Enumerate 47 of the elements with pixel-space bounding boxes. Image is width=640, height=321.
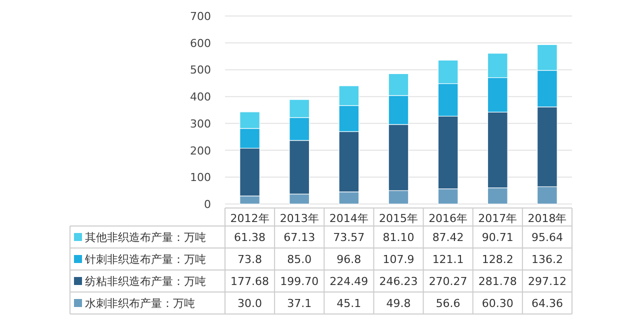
data-label: 73.57 — [333, 231, 365, 244]
y-tick-label: 700 — [190, 10, 211, 23]
data-label: 199.70 — [280, 275, 319, 288]
legend-label: 针刺非织造布产量：万吨 — [84, 253, 206, 266]
y-tick-label: 0 — [204, 198, 211, 211]
data-label: 67.13 — [284, 231, 316, 244]
data-label: 297.12 — [528, 275, 566, 288]
legend-label: 其他非织造布产量：万吨 — [85, 231, 206, 244]
x-tick-label: 2013年 — [280, 212, 319, 225]
data-label: 270.27 — [428, 275, 468, 288]
data-label: 107.9 — [382, 253, 414, 266]
data-label: 81.10 — [382, 231, 414, 244]
data-label: 61.38 — [234, 231, 266, 244]
data-label: 128.2 — [482, 253, 514, 266]
data-label: 281.78 — [478, 275, 517, 288]
x-tick-label: 2017年 — [478, 212, 518, 225]
data-label: 64.36 — [531, 297, 563, 310]
data-label: 56.6 — [436, 297, 460, 310]
data-label: 95.64 — [531, 231, 563, 244]
data-label: 246.23 — [379, 275, 418, 288]
data-label: 37.1 — [287, 297, 312, 310]
y-tick-label: 600 — [190, 36, 211, 50]
data-label: 30.0 — [238, 297, 262, 310]
x-tick-label: 2018年 — [528, 212, 567, 225]
y-tick-label: 500 — [190, 64, 211, 77]
data-label: 136.2 — [531, 253, 563, 266]
data-label: 121.1 — [432, 253, 464, 266]
y-tick-label: 200 — [190, 144, 211, 158]
legend-label: 纺粘非织造布产量：万吨 — [85, 275, 206, 288]
data-label: 90.71 — [482, 231, 514, 244]
data-label: 60.30 — [482, 297, 514, 310]
data-label: 45.1 — [336, 297, 362, 310]
y-tick-label: 300 — [190, 117, 211, 130]
data-label: 96.8 — [336, 253, 362, 266]
data-label: 224.49 — [330, 275, 368, 288]
x-tick-label: 2012年 — [230, 212, 270, 225]
data-label: 85.0 — [287, 253, 312, 266]
x-tick-label: 2016年 — [428, 212, 468, 225]
data-label: 87.42 — [432, 231, 464, 244]
y-tick-label: 100 — [190, 171, 211, 184]
data-label: 49.8 — [386, 297, 411, 310]
y-tick-label: 400 — [190, 90, 211, 104]
data-label: 177.68 — [230, 275, 270, 288]
data-label: 73.8 — [238, 253, 262, 266]
legend-label: 水刺非织布产量：万吨 — [85, 297, 195, 310]
x-tick-label: 2015年 — [379, 212, 418, 225]
x-tick-label: 2014年 — [329, 212, 368, 225]
